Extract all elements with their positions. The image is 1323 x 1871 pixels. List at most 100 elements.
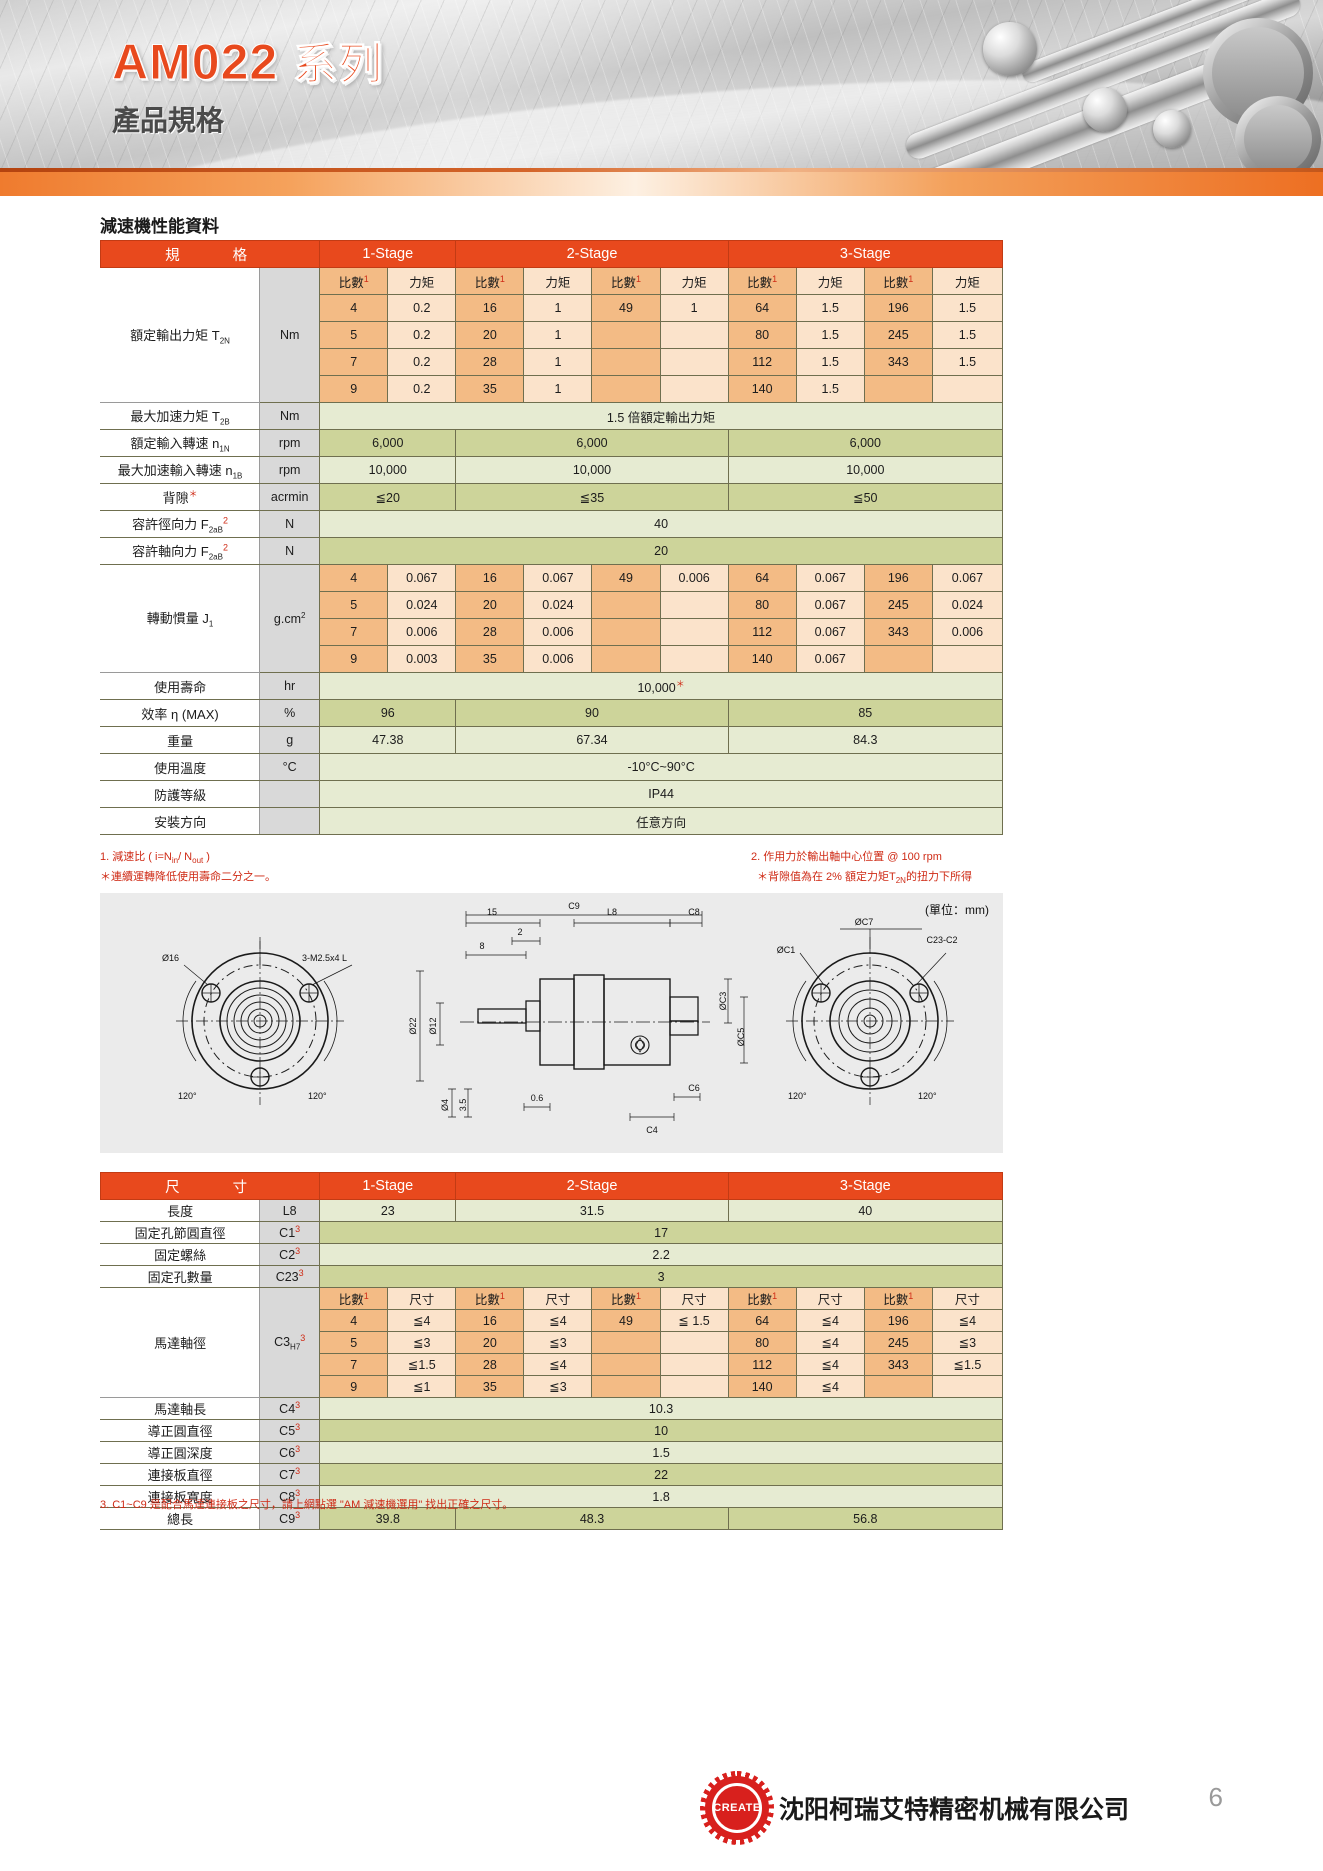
sub-torque-1a: 力矩 <box>387 267 457 295</box>
middle-section-view <box>416 911 748 1121</box>
sub-ratio-2a: 比數1 <box>455 267 525 295</box>
cell: ≦4 <box>523 1353 593 1376</box>
inertia-unit: g.cm2 <box>259 564 321 673</box>
cell <box>863 1375 933 1398</box>
dims-stage-2: 2-Stage <box>455 1172 729 1200</box>
cell: 140 <box>727 375 797 403</box>
cell: 245 <box>863 1331 933 1354</box>
weight-unit: g <box>259 726 321 754</box>
sub-size-d5: 尺寸 <box>931 1287 1004 1310</box>
cell: 6,000 <box>455 429 729 457</box>
cell: 1.5 <box>795 348 865 376</box>
cell: 80 <box>727 321 797 349</box>
life-label: 使用壽命 <box>99 672 261 700</box>
rated-torque-label: 額定輸出力矩 T2N <box>99 267 261 403</box>
label-screw: 3-M2.5x4 L <box>302 953 347 963</box>
cell: 35 <box>455 1375 525 1398</box>
cell: 7 <box>319 348 389 376</box>
label-c4: C4 <box>646 1125 658 1135</box>
cell: 1.5 <box>795 321 865 349</box>
dims-row-c7: 連接板直徑 C73 22 <box>99 1463 1003 1486</box>
cell <box>659 1375 729 1398</box>
label-deg-left-2: 120° <box>308 1091 327 1101</box>
cell: 1 <box>523 294 593 322</box>
radial-force-row: 容許徑向力 F2aB2 N 40 <box>99 510 1003 538</box>
label-d4: Ø4 <box>440 1099 450 1111</box>
cell: 28 <box>455 618 525 646</box>
bearing-ball-3 <box>1153 110 1191 148</box>
cell: 0.006 <box>523 618 593 646</box>
radial-force-unit: N <box>259 510 321 538</box>
sub-ratio-d4: 比數1 <box>727 1287 797 1310</box>
footnote-dims: 3. C1~C9 是配合馬達連接板之尺寸，請上網點選 "AM 減速機選用" 找出… <box>100 1499 514 1511</box>
inertia-row-2: 7 0.006 28 0.006 112 0.067 343 0.006 <box>101 618 1004 646</box>
series-suffix: 系列 <box>293 40 384 89</box>
sub-ratio-d1: 比數1 <box>319 1287 389 1310</box>
dims-code: C23 <box>259 1243 321 1266</box>
sub-ratio-d5: 比數1 <box>863 1287 933 1310</box>
dims-col-spec: 尺 寸 <box>99 1172 321 1200</box>
label-dc7: ØC7 <box>855 917 874 927</box>
cell: 16 <box>455 1309 525 1332</box>
dims-label: 固定孔數量 <box>99 1265 261 1288</box>
cell: 10,000 <box>319 456 457 484</box>
perf-stage-3: 3-Stage <box>727 240 1004 268</box>
cell: 6,000 <box>727 429 1004 457</box>
cell: 0.2 <box>387 348 457 376</box>
footnote-2: 2. 作用力於輸出軸中心位置 @ 100 rpm <box>751 851 942 863</box>
cell: 64 <box>727 294 797 322</box>
dims-row-c2: 固定螺絲 C23 2.2 <box>99 1243 1003 1266</box>
cell: ≦4 <box>795 1331 865 1354</box>
cell: 20 <box>319 537 1003 565</box>
cell: 80 <box>727 1331 797 1354</box>
weight-row: 重量 g 47.38 67.34 84.3 <box>99 726 1004 754</box>
bearing-ball-1 <box>983 22 1037 76</box>
cell: ≦3 <box>523 1331 593 1354</box>
dims-stage-1: 1-Stage <box>319 1172 457 1200</box>
footnote-3: ＊連續運轉降低使用壽命二分之一。 <box>100 871 276 883</box>
cell: 10 <box>319 1419 1003 1442</box>
sub-size-d3: 尺寸 <box>659 1287 729 1310</box>
footnote-1: 1. 減速比 ( i=Nin/ Nout ) <box>100 851 210 866</box>
sub-size-d2: 尺寸 <box>523 1287 593 1310</box>
mounting-row: 安裝方向 任意方向 <box>99 807 1003 835</box>
cell: 9 <box>319 375 389 403</box>
label-2: 2 <box>517 927 522 937</box>
shaft-code: C3H73 <box>259 1287 321 1398</box>
protection-unit <box>259 780 321 808</box>
cell: 343 <box>863 348 933 376</box>
cell <box>659 1353 729 1376</box>
dims-row-c5: 導正圓直徑 C53 10 <box>99 1419 1003 1442</box>
dims-code: C13 <box>259 1221 321 1244</box>
cell: 1.5 <box>319 1441 1003 1464</box>
cell <box>591 1375 661 1398</box>
technical-drawing-panel: (單位：mm) <box>100 893 1003 1153</box>
cell: 1 <box>659 294 729 322</box>
label-d16: Ø16 <box>162 953 179 963</box>
cell <box>659 375 729 403</box>
life-unit: hr <box>259 672 321 700</box>
rated-torque-unit: Nm <box>259 267 321 403</box>
cell <box>591 321 661 349</box>
cell: 0.067 <box>387 564 457 592</box>
company-name: 沈阳柯瑞艾特精密机械有限公司 <box>779 1796 1130 1824</box>
dims-code: C63 <box>259 1441 321 1464</box>
sub-torque-3b: 力矩 <box>931 267 1004 295</box>
left-face-view <box>176 937 353 1105</box>
cell: 0.024 <box>387 591 457 619</box>
cell: 67.34 <box>455 726 729 754</box>
cell: 0.067 <box>931 564 1004 592</box>
cell: 0.006 <box>387 618 457 646</box>
cell: ≦4 <box>523 1309 593 1332</box>
footer-branding: CREATE 沈阳柯瑞艾特精密机械有限公司 <box>700 1771 1130 1845</box>
dims-row-c8: 連接板寬度 C83 1.8 <box>99 1485 1003 1508</box>
cell: 16 <box>455 294 525 322</box>
sub-ratio-1a: 比數1 <box>319 267 389 295</box>
cell <box>931 375 1004 403</box>
cell: 245 <box>863 591 933 619</box>
dims-code: C93 <box>259 1507 321 1530</box>
temperature-unit: °C <box>259 753 321 781</box>
cell: 245 <box>863 321 933 349</box>
cell: 49 <box>591 564 661 592</box>
label-c9: C9 <box>568 901 580 911</box>
